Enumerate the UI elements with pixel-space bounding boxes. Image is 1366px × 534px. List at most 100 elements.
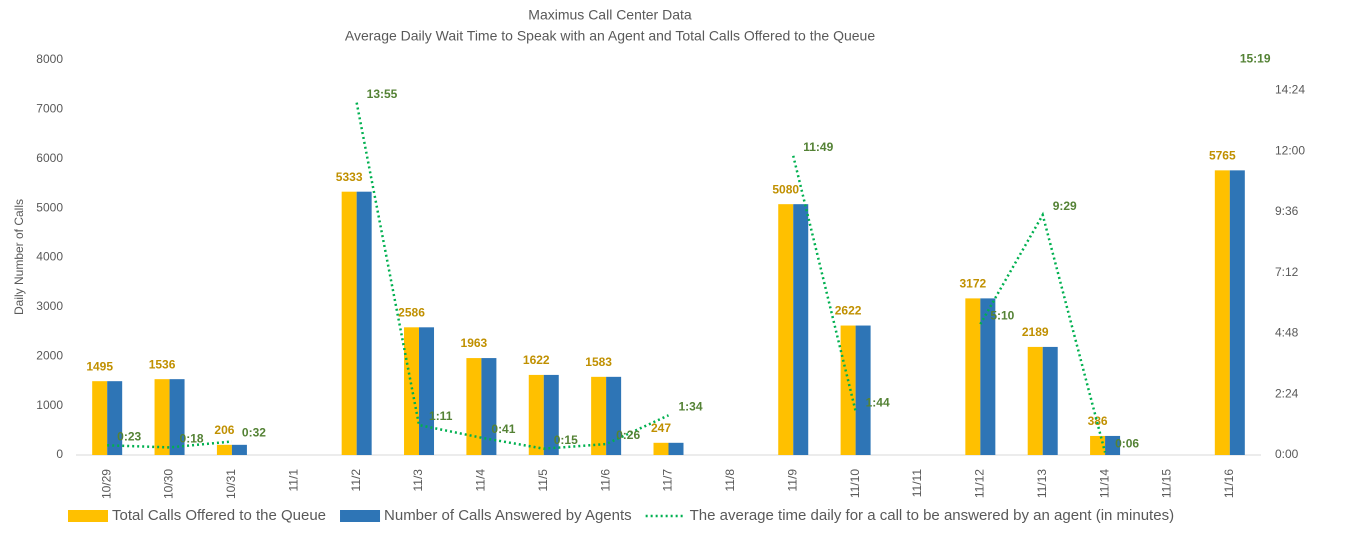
legend-label: Total Calls Offered to the Queue bbox=[112, 507, 326, 524]
bar bbox=[778, 204, 794, 455]
bar bbox=[855, 325, 871, 455]
bar bbox=[528, 374, 544, 455]
value-label: 247 bbox=[651, 421, 671, 435]
bar bbox=[591, 376, 607, 455]
legend-label: Number of Calls Answered by Agents bbox=[384, 507, 632, 524]
y-tick-label: 4000 bbox=[36, 250, 63, 264]
value-label: 1495 bbox=[86, 359, 113, 373]
line-label: 1:11 bbox=[429, 409, 453, 423]
x-tick-label: 10/29 bbox=[99, 469, 113, 499]
y2-tick-label: 4:48 bbox=[1275, 326, 1299, 340]
x-tick-label: 11/5 bbox=[536, 469, 550, 492]
line bbox=[792, 155, 857, 412]
bar bbox=[107, 381, 123, 455]
value-label: 206 bbox=[214, 423, 234, 437]
value-label: 1536 bbox=[149, 357, 176, 371]
bar bbox=[92, 381, 108, 455]
y2-tick-label: 14:24 bbox=[1275, 83, 1305, 97]
y-tick-label: 5000 bbox=[36, 200, 63, 214]
value-label: 2622 bbox=[835, 304, 862, 318]
line-label: 1:34 bbox=[679, 399, 703, 413]
value-label: 2586 bbox=[398, 305, 425, 319]
x-tick-label: 11/2 bbox=[349, 469, 363, 492]
y2-tick-label: 2:24 bbox=[1275, 386, 1299, 400]
line-label: 0:23 bbox=[117, 429, 141, 443]
line-label: 0:15 bbox=[554, 433, 578, 447]
y-tick-label: 3000 bbox=[36, 299, 63, 313]
bar bbox=[543, 374, 559, 455]
bar bbox=[481, 358, 497, 455]
x-tick-label: 10/31 bbox=[224, 469, 238, 499]
y2-tick-label: 12:00 bbox=[1275, 143, 1305, 157]
line-label: 11:49 bbox=[803, 140, 833, 154]
x-tick-label: 10/30 bbox=[162, 469, 176, 499]
line-label: 0:26 bbox=[616, 428, 640, 442]
line-label: 0:18 bbox=[180, 432, 204, 446]
bar bbox=[404, 327, 420, 455]
bar bbox=[606, 376, 622, 455]
y2-tick-label: 9:36 bbox=[1275, 204, 1299, 218]
line-label: 0:06 bbox=[1115, 437, 1139, 451]
value-label: 1583 bbox=[585, 355, 612, 369]
bar bbox=[154, 379, 170, 455]
x-tick-label: 11/8 bbox=[723, 469, 737, 492]
x-tick-label: 11/15 bbox=[1160, 469, 1174, 498]
value-label: 1963 bbox=[461, 336, 488, 350]
value-label: 1622 bbox=[523, 353, 550, 367]
value-label: 5765 bbox=[1209, 149, 1236, 163]
value-label: 5080 bbox=[772, 182, 799, 196]
bar bbox=[466, 358, 482, 455]
value-label: 2189 bbox=[1022, 325, 1049, 339]
y-tick-label: 2000 bbox=[36, 348, 63, 362]
x-tick-label: 11/12 bbox=[973, 469, 987, 498]
line-label: 0:32 bbox=[242, 426, 266, 440]
bar bbox=[1090, 435, 1106, 455]
x-tick-label: 11/6 bbox=[598, 469, 612, 492]
y2-tick-label: 7:12 bbox=[1275, 265, 1299, 279]
bar bbox=[231, 444, 247, 455]
x-tick-label: 11/1 bbox=[286, 469, 300, 492]
line-label: 5:10 bbox=[990, 308, 1014, 322]
line bbox=[979, 211, 1107, 453]
legend-swatch bbox=[68, 510, 108, 522]
bar bbox=[341, 191, 357, 456]
bar bbox=[840, 325, 856, 455]
value-label: 3172 bbox=[959, 277, 986, 291]
x-tick-label: 11/9 bbox=[785, 469, 799, 492]
line-label: 0:41 bbox=[491, 422, 515, 436]
chart-title: Maximus Call Center Data bbox=[528, 7, 692, 23]
y-tick-label: 7000 bbox=[36, 102, 63, 116]
legend-label: The average time daily for a call to be … bbox=[690, 507, 1174, 524]
x-tick-label: 11/16 bbox=[1222, 469, 1236, 498]
y-tick-label: 1000 bbox=[36, 398, 63, 412]
y2-tick-label: 0:00 bbox=[1275, 447, 1299, 461]
bar bbox=[1229, 170, 1245, 455]
bar bbox=[1105, 435, 1121, 455]
legend-swatch bbox=[340, 510, 381, 522]
x-tick-label: 11/7 bbox=[661, 469, 675, 492]
bar bbox=[356, 191, 372, 456]
x-tick-label: 11/10 bbox=[848, 469, 862, 498]
y-tick-label: 8000 bbox=[36, 52, 63, 66]
x-tick-label: 11/3 bbox=[411, 469, 425, 492]
x-tick-label: 11/4 bbox=[474, 469, 488, 492]
bar bbox=[216, 444, 232, 455]
line-label: 1:44 bbox=[866, 395, 890, 409]
line bbox=[107, 440, 233, 449]
line-label: 9:29 bbox=[1053, 199, 1077, 213]
bar bbox=[653, 442, 669, 455]
line bbox=[355, 102, 670, 450]
bar bbox=[169, 379, 185, 455]
value-label: 5333 bbox=[336, 170, 363, 184]
bar bbox=[1042, 346, 1058, 455]
bar bbox=[419, 327, 435, 455]
value-label: 386 bbox=[1088, 414, 1108, 428]
bar bbox=[793, 204, 809, 455]
line-label: 15:19 bbox=[1240, 51, 1271, 65]
y-tick-label: 0 bbox=[56, 447, 63, 461]
bar bbox=[965, 298, 981, 455]
bar bbox=[668, 442, 684, 455]
y-tick-label: 6000 bbox=[36, 151, 63, 165]
chart-subtitle: Average Daily Wait Time to Speak with an… bbox=[345, 28, 875, 44]
